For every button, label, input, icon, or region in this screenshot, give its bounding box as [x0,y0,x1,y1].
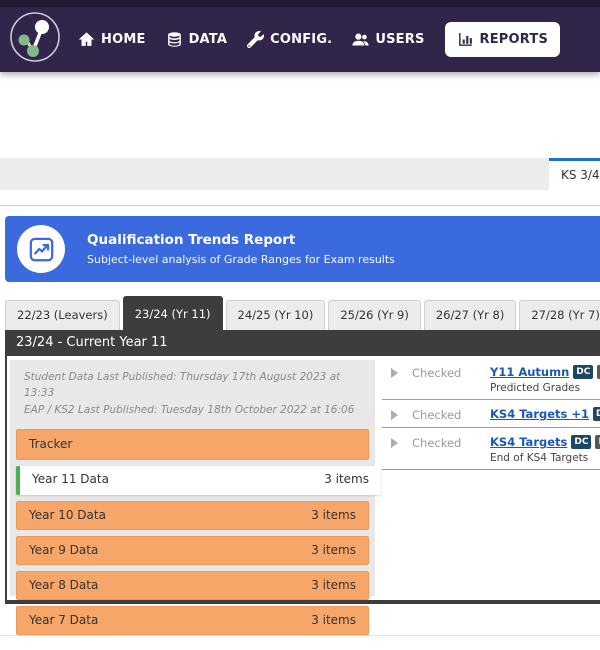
row-count: 3 items [311,507,356,522]
main-nav: HOME DATA CONFIG. USERS REPORTS [78,22,561,57]
report-link[interactable]: Y11 Autumn [490,365,570,379]
report-status-list: Checked Y11 Autumn DC INC Predicted Grad… [382,358,600,470]
footer-divider [0,635,600,636]
row-label: Year 7 Data [29,612,99,627]
tab-2324-yr11[interactable]: 23/24 (Yr 11) [122,296,223,330]
dc-badge: DC [571,435,592,449]
dc-badge: DC [593,407,600,421]
row-count: 3 items [311,577,356,592]
network-molecule-icon [10,12,60,62]
top-navbar: HOME DATA CONFIG. USERS REPORTS [0,7,600,72]
banner-icon-circle [17,225,65,273]
nav-label: DATA [188,32,228,47]
data-panel: Student Data Last Published: Thursday 17… [10,360,381,635]
expand-arrow-icon[interactable] [382,435,412,448]
trend-chart-icon [29,237,53,261]
report-link[interactable]: KS4 Targets +1 [490,407,590,421]
published-info: Student Data Last Published: Thursday 17… [10,360,375,420]
tab-2627-yr8[interactable]: 26/27 (Yr 8) [423,300,517,330]
row-count: 3 items [311,542,356,557]
row-count: 3 items [324,471,369,486]
expand-arrow-icon[interactable] [382,365,412,378]
nav-item-reports[interactable]: REPORTS [444,22,561,57]
row-year-11-data[interactable]: Year 11 Data 3 items [16,465,381,495]
row-year-9-data[interactable]: Year 9 Data 3 items [16,535,369,565]
report-link[interactable]: KS4 Targets [490,435,568,449]
nav-item-home[interactable]: HOME [78,31,146,48]
banner-text: Qualification Trends Report Subject-leve… [87,232,395,266]
dc-badge: DC [573,365,594,379]
report-sublabel: Predicted Grades [490,382,581,394]
nav-label: HOME [101,32,146,47]
database-icon [167,32,181,47]
bar-chart-icon [458,33,472,46]
tab-2223-leavers[interactable]: 22/23 (Leavers) [5,300,120,330]
nav-item-users[interactable]: USERS [352,31,424,48]
row-year-10-data[interactable]: Year 10 Data 3 items [16,500,369,530]
eap-ks2-published: EAP / KS2 Last Published: Tuesday 18th O… [24,403,355,416]
row-year-7-data[interactable]: Year 7 Data 3 items [16,605,369,635]
row-label: Year 11 Data [32,471,109,486]
home-icon [78,32,95,46]
tab-2425-yr10[interactable]: 24/25 (Yr 10) [225,300,326,330]
wrench-icon [247,31,265,48]
frame-body: Student Data Last Published: Thursday 17… [7,356,600,635]
row-label: Year 10 Data [29,507,106,522]
report-frame: 23/24 - Current Year 11 Student Data Las… [5,330,600,635]
banner-subtitle: Subject-level analysis of Grade Ranges f… [87,253,395,266]
row-count: 3 items [311,612,356,627]
status-label: Checked [412,436,462,450]
status-label: Checked [412,408,462,422]
app-logo[interactable] [9,11,61,63]
report-content: KS4 Targets +1 DC [490,407,600,421]
tab-2526-yr9[interactable]: 25/26 (Yr 9) [328,300,421,330]
row-label: Tracker [29,436,73,451]
incl-badge: INCL [595,435,600,449]
tab-ks34[interactable]: KS 3/4 [549,158,600,190]
expand-arrow-icon[interactable] [382,407,412,420]
report-content: KS4 Targets DC INCL End of KS4 Targets [490,435,600,464]
section-divider [0,205,600,206]
student-data-published: Student Data Last Published: Thursday 17… [24,371,341,400]
users-icon [352,33,369,46]
status-label: Checked [412,366,462,380]
nav-item-config[interactable]: CONFIG. [247,31,332,48]
banner-title: Qualification Trends Report [87,232,296,248]
row-label: Year 8 Data [29,577,99,592]
report-row-ks4-targets[interactable]: Checked KS4 Targets DC INCL End of KS4 T… [382,428,600,470]
tab-2728-yr7[interactable]: 27/28 (Yr 7) [519,300,600,330]
section-title: 23/24 - Current Year 11 [7,330,600,356]
report-banner: Qualification Trends Report Subject-leve… [5,216,600,282]
nav-item-data[interactable]: DATA [166,31,228,48]
nav-label: CONFIG. [270,32,333,47]
row-label: Year 9 Data [29,542,99,557]
report-row-y11-autumn[interactable]: Checked Y11 Autumn DC INC Predicted Grad… [382,358,600,400]
tab-label: KS 3/4 [561,168,600,182]
report-row-ks4-targets-plus1[interactable]: Checked KS4 Targets +1 DC [382,400,600,428]
keystage-tab-strip: KS 3/4 [0,158,600,190]
row-tracker[interactable]: Tracker [16,428,369,460]
inc-badge: INC [597,365,600,379]
row-year-8-data[interactable]: Year 8 Data 3 items [16,570,369,600]
window-top-strip [0,0,600,7]
nav-label: REPORTS [479,32,549,47]
year-tabs: 22/23 (Leavers) 23/24 (Yr 11) 24/25 (Yr … [5,296,600,330]
nav-label: USERS [375,32,425,47]
report-sublabel: End of KS4 Targets [490,452,589,464]
report-content: Y11 Autumn DC INC Predicted Grades [490,365,600,394]
